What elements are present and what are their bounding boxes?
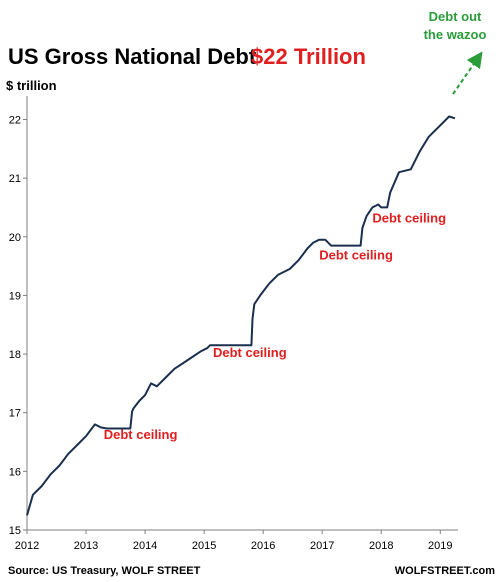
y-tick-label: 17 xyxy=(9,408,21,420)
arrow-annotation-line-1: Debt out xyxy=(429,9,482,24)
y-ticks: 15 16 17 18 19 20 21 22 xyxy=(9,114,27,537)
chart-title-highlight: $22 Trillion xyxy=(251,44,366,69)
x-tick-label: 2014 xyxy=(133,540,157,552)
debt-ceiling-annotation: Debt ceiling xyxy=(104,427,178,442)
y-tick-label: 22 xyxy=(9,114,21,126)
x-tick-label: 2012 xyxy=(15,540,39,552)
y-tick-label: 19 xyxy=(9,290,21,302)
y-tick-label: 18 xyxy=(9,349,21,361)
arrow-annotation-line-2: the wazoo xyxy=(424,27,487,42)
debt-ceiling-annotation: Debt ceiling xyxy=(372,211,446,226)
debt-ceiling-annotation: Debt ceiling xyxy=(319,248,393,263)
x-tick-label: 2019 xyxy=(428,540,452,552)
y-tick-label: 21 xyxy=(9,173,21,185)
x-tick-label: 2018 xyxy=(369,540,393,552)
x-tick-label: 2015 xyxy=(192,540,216,552)
y-tick-label: 16 xyxy=(9,466,21,478)
y-tick-label: 20 xyxy=(9,232,21,244)
debt-series-line xyxy=(26,115,456,516)
debt-ceiling-annotation: Debt ceiling xyxy=(213,345,287,360)
up-arrow-icon xyxy=(452,51,483,95)
annotations: Debt ceiling Debt ceiling Debt ceiling Debt… xyxy=(104,211,446,442)
y-axis-label: $ trillion xyxy=(6,78,57,93)
x-tick-label: 2016 xyxy=(251,540,275,552)
brand-label: WOLFSTREET.com xyxy=(395,565,495,577)
source-note: Source: US Treasury, WOLF STREET xyxy=(8,565,201,577)
x-tick-label: 2013 xyxy=(74,540,98,552)
y-tick-label: 15 xyxy=(9,525,21,537)
x-tick-label: 2017 xyxy=(310,540,334,552)
x-ticks: 2012 2013 2014 2015 2016 2017 2018 2019 xyxy=(15,530,453,552)
chart-title: US Gross National Debt xyxy=(8,44,257,69)
